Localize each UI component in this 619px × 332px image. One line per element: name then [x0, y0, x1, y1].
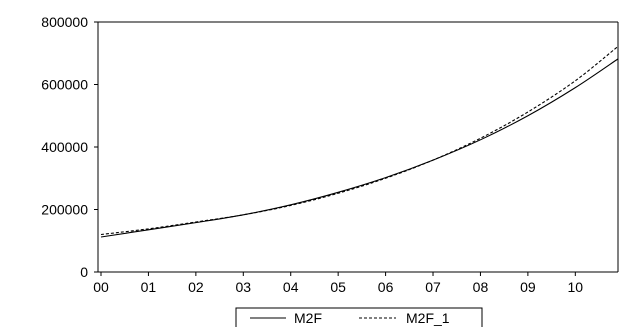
- legend: M2F M2F_1: [235, 307, 483, 330]
- x-tick-label: 03: [236, 279, 252, 295]
- y-tick-label: 800000: [41, 14, 88, 30]
- y-tick-label: 0: [80, 264, 88, 280]
- legend-label: M2F: [294, 310, 322, 326]
- y-tick-label: 400000: [41, 139, 88, 155]
- x-tick-label: 04: [283, 279, 299, 295]
- x-tick-label: 00: [93, 279, 109, 295]
- series-line-m2f-1: [100, 45, 619, 236]
- x-tick-label: 01: [141, 279, 157, 295]
- y-tick-label: 200000: [41, 202, 88, 218]
- x-tick-label: 05: [330, 279, 346, 295]
- tick-marks: 0 200000 400000 600000 800000 00 01 02 03 04 05 06 0…: [41, 14, 583, 295]
- series-lines: [100, 45, 619, 238]
- x-tick-label: 07: [425, 279, 441, 295]
- legend-label: M2F_1: [406, 310, 450, 326]
- x-tick-label: 06: [378, 279, 394, 295]
- x-tick-label: 10: [568, 279, 584, 295]
- x-tick-label: 08: [473, 279, 489, 295]
- x-tick-label: 02: [188, 279, 204, 295]
- y-tick-label: 600000: [41, 77, 88, 93]
- series-line-m2f: [100, 58, 619, 238]
- x-tick-label: 09: [520, 279, 536, 295]
- axes-frame: [97, 21, 619, 273]
